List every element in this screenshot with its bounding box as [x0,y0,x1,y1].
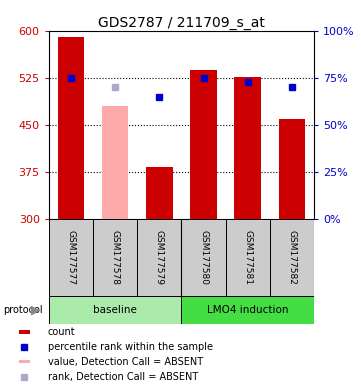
Bar [19,330,30,334]
Text: GSM177578: GSM177578 [110,230,119,285]
Text: count: count [48,327,75,337]
Text: ▶: ▶ [31,304,41,316]
Text: GSM177577: GSM177577 [66,230,75,285]
Bar [49,296,181,324]
Bar [137,219,182,296]
Bar [146,167,173,219]
Bar [181,296,314,324]
Title: GDS2787 / 211709_s_at: GDS2787 / 211709_s_at [98,16,265,30]
Bar [279,119,305,219]
Bar [102,106,129,219]
Bar [190,70,217,219]
Bar [270,219,314,296]
Bar [93,219,137,296]
Text: GSM177580: GSM177580 [199,230,208,285]
Text: GSM177582: GSM177582 [287,230,296,285]
Bar [49,219,93,296]
Text: percentile rank within the sample: percentile rank within the sample [48,342,213,352]
Text: LMO4 induction: LMO4 induction [207,305,288,315]
Text: protocol: protocol [4,305,43,315]
Text: rank, Detection Call = ABSENT: rank, Detection Call = ABSENT [48,372,198,382]
Text: baseline: baseline [93,305,137,315]
Text: value, Detection Call = ABSENT: value, Detection Call = ABSENT [48,357,203,367]
Bar [57,37,84,219]
Text: GSM177581: GSM177581 [243,230,252,285]
Bar [19,360,30,363]
Bar [235,76,261,219]
Bar [226,219,270,296]
Bar [181,219,226,296]
Text: GSM177579: GSM177579 [155,230,164,285]
